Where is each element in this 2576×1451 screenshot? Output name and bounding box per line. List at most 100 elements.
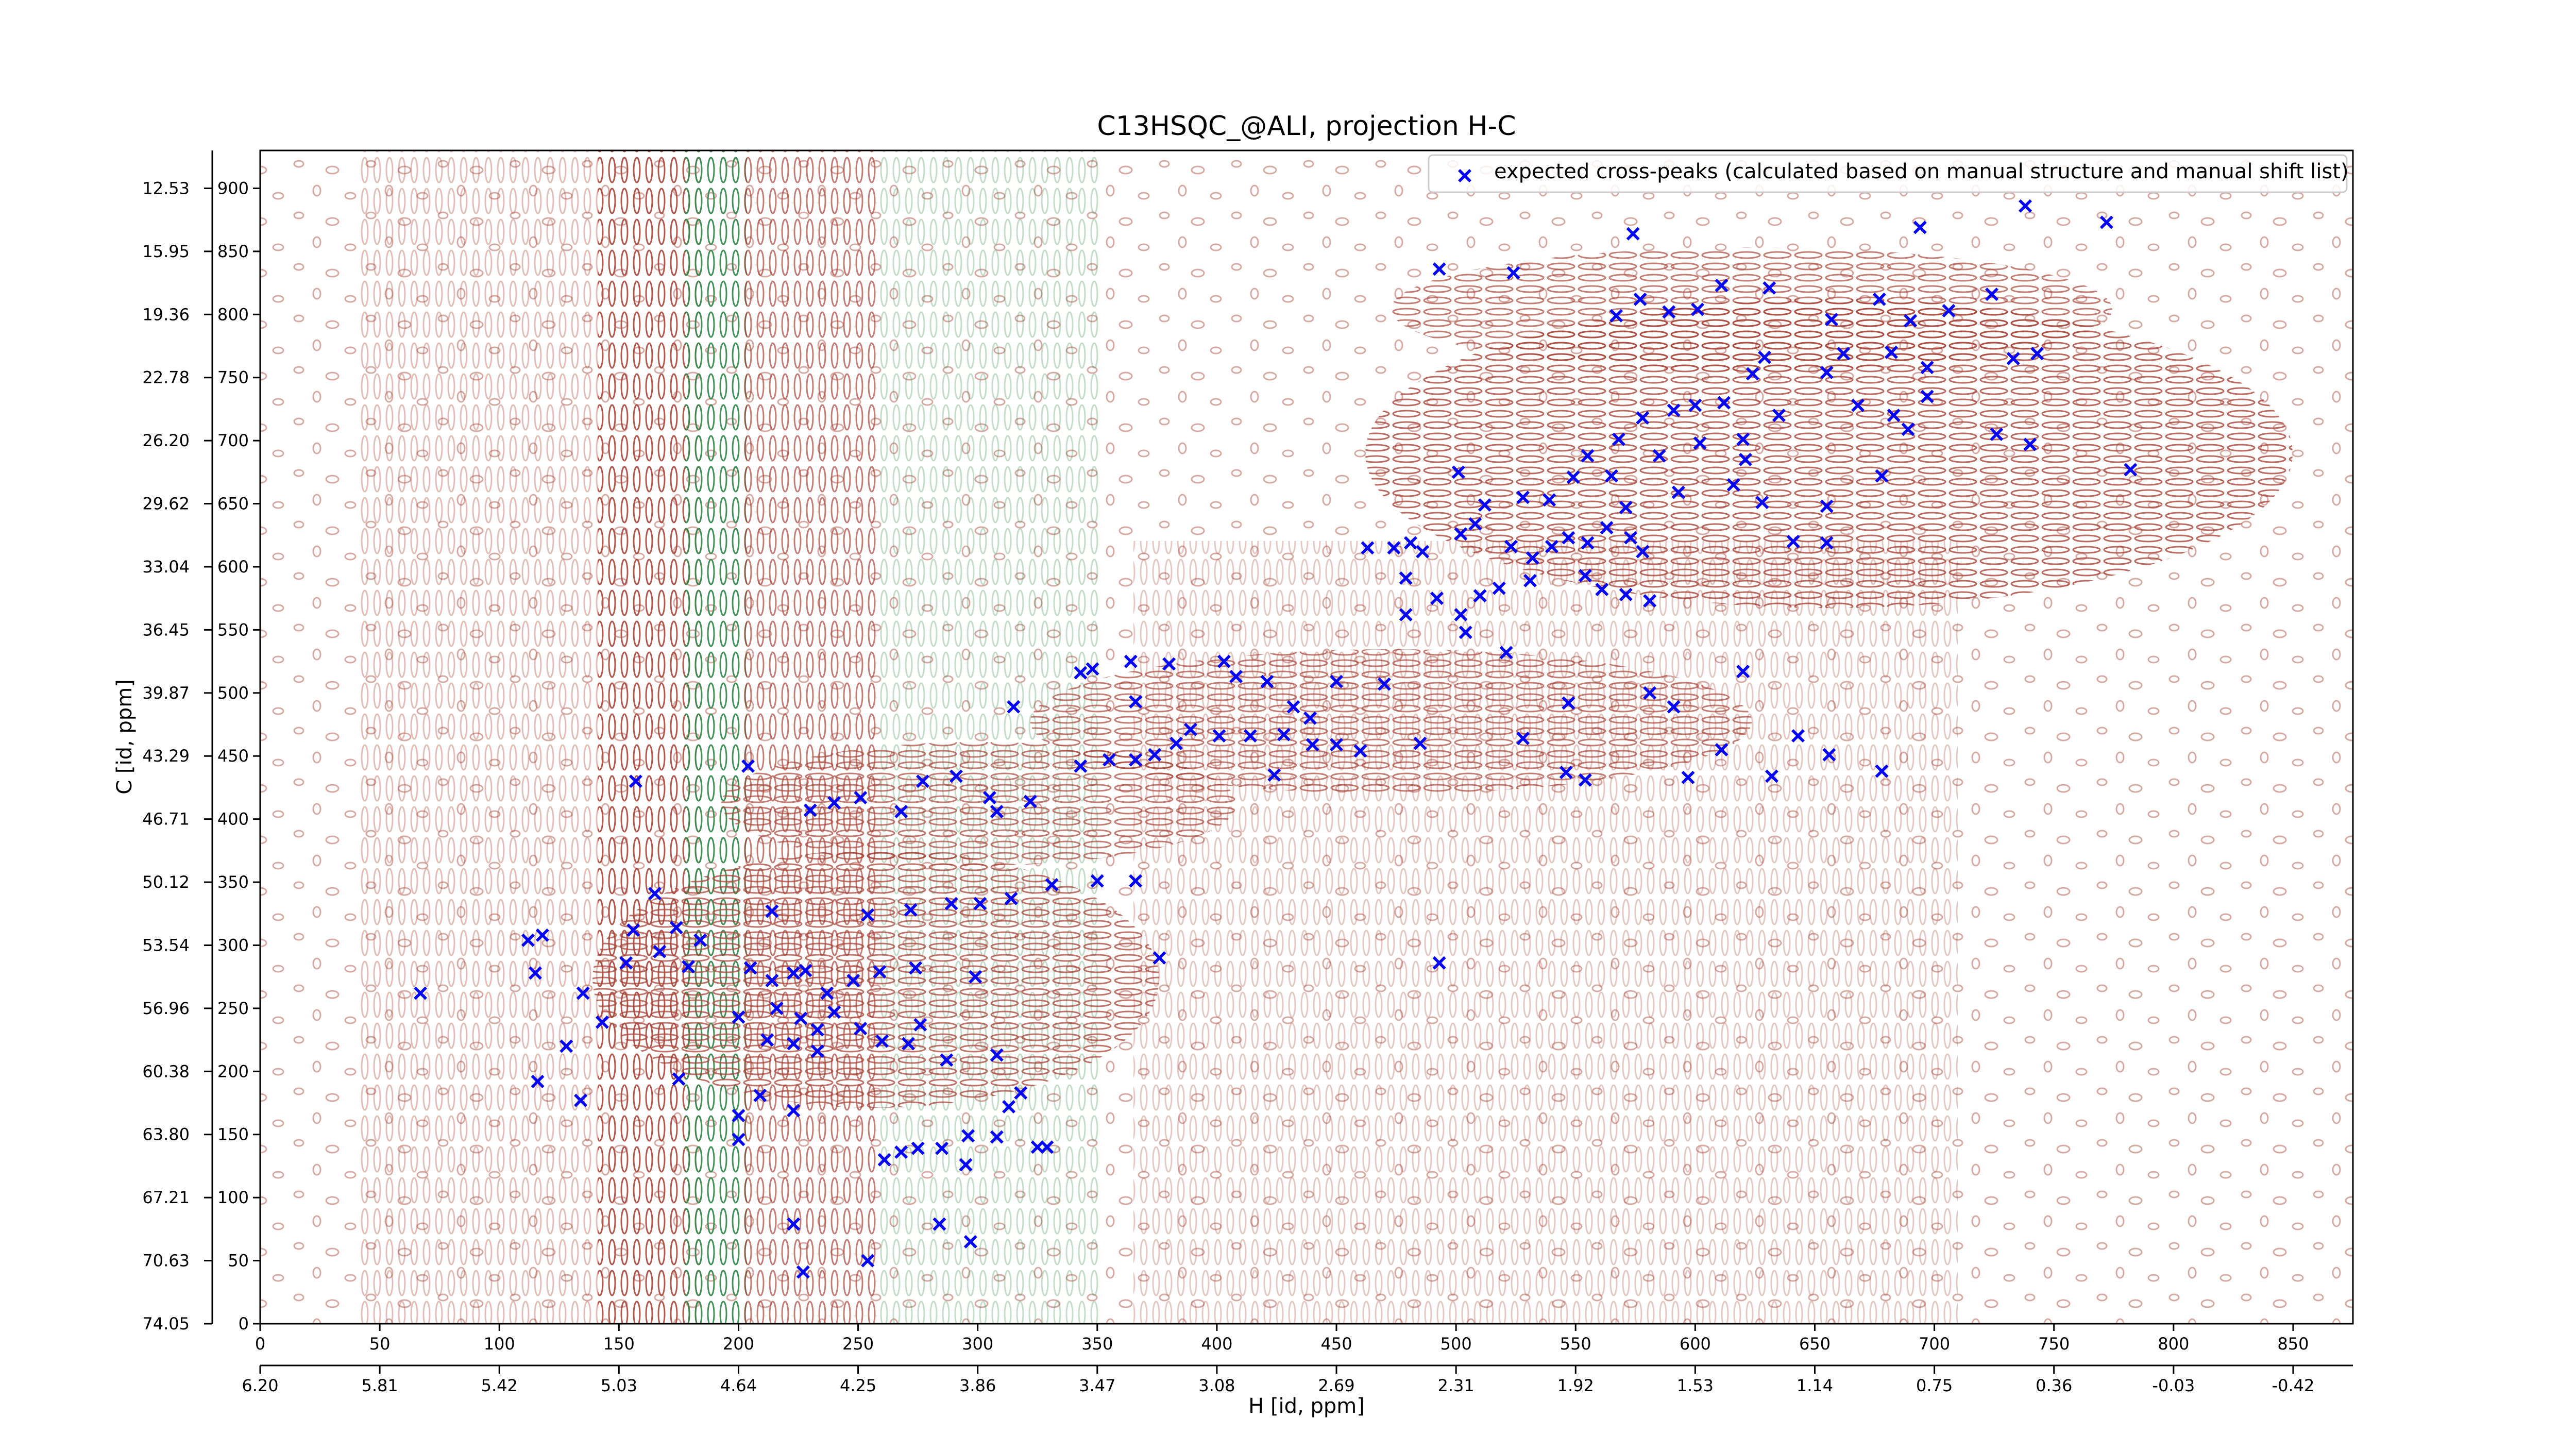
ppm-y-tick-label: 70.63 [142, 1251, 190, 1271]
cross-peak [760, 1033, 774, 1047]
peak-region [1365, 299, 2293, 608]
x-tick-label: 200 [723, 1334, 754, 1354]
y-tick-label: 850 [217, 242, 249, 261]
cross-peak [1772, 409, 1786, 423]
red-band [742, 150, 876, 1324]
cross-peak [1762, 281, 1776, 295]
cross-peak [1619, 587, 1633, 601]
x-tick-label: 650 [1799, 1334, 1831, 1354]
cross-peak [732, 1010, 745, 1024]
cross-peak [1090, 874, 1104, 888]
cross-peak [681, 960, 695, 974]
cross-peak [1416, 545, 1430, 559]
cross-peak [963, 1235, 977, 1248]
cross-peak [1124, 654, 1138, 668]
y-tick-label: 200 [217, 1061, 249, 1081]
cross-peak [1103, 753, 1116, 767]
cross-peak [1330, 674, 1344, 688]
cross-peak [1045, 878, 1059, 891]
cross-peak [1516, 731, 1530, 745]
y-tick-label: 50 [228, 1251, 249, 1271]
cross-peak [732, 1133, 745, 1146]
axes: 0 50 100 150 200 250 300 350 400 450 500 550 600 650 7… [142, 178, 2314, 1395]
cross-peak [1023, 795, 1037, 808]
cross-peak [1942, 303, 1956, 317]
cross-peak [1267, 768, 1281, 782]
legend: expected cross-peaks (calculated based o… [1428, 154, 2349, 193]
ppm-y-tick-label: 43.29 [142, 746, 190, 766]
ppm-y-tick-label: 26.20 [142, 431, 190, 450]
cross-peak [1492, 581, 1506, 595]
cross-peak [810, 1023, 824, 1037]
cross-peak [1820, 499, 1834, 513]
cross-peak [2099, 215, 2113, 229]
x-tick-label: 250 [842, 1334, 874, 1354]
cross-peak [1014, 1086, 1028, 1100]
ppm-x-tick-label: 5.03 [601, 1376, 637, 1395]
cross-peak [803, 803, 817, 817]
ppm-x-tick-label: 2.31 [1438, 1376, 1475, 1395]
cross-peak [1454, 608, 1468, 622]
ppm-x-tick-label: 2.69 [1318, 1376, 1354, 1395]
cross-peak [1636, 545, 1650, 559]
cross-peak [1212, 729, 1226, 743]
cross-peak [1183, 722, 1197, 736]
cross-peak [1543, 493, 1556, 507]
ppm-x-tick-label: 1.53 [1677, 1376, 1714, 1395]
cross-peak [672, 1072, 686, 1086]
cross-peak [904, 903, 918, 917]
cross-peak [1872, 292, 1886, 306]
cross-peak [1074, 666, 1088, 680]
cross-peak [1667, 403, 1681, 417]
ppm-y-tick-label: 60.38 [142, 1061, 190, 1081]
peak-region [1391, 247, 2112, 371]
cross-peak [528, 966, 542, 980]
cross-peak [595, 1015, 609, 1029]
cross-peak [1153, 951, 1166, 965]
cross-peak [1633, 292, 1647, 306]
y-tick-label: 150 [217, 1125, 249, 1144]
cross-peak [1562, 531, 1575, 545]
cross-peak [908, 961, 922, 975]
cross-peak [1074, 759, 1088, 773]
ppm-x-tick-label: 3.08 [1198, 1376, 1235, 1395]
cross-peak [861, 908, 875, 922]
cross-peak [1745, 367, 1759, 381]
ppm-x-tick-label: 4.64 [720, 1376, 757, 1395]
ppm-x-tick-label: 1.14 [1797, 1376, 1833, 1395]
cross-peak [935, 1141, 949, 1155]
cross-peak [619, 956, 633, 970]
cross-peak [787, 1037, 801, 1051]
cross-peak [1277, 728, 1291, 741]
cross-peak [875, 1034, 889, 1048]
cross-peak [1693, 436, 1707, 450]
ppm-y-tick-label: 33.04 [142, 557, 190, 577]
cross-peak [1595, 583, 1609, 597]
cross-peak [1691, 302, 1705, 316]
cross-peak [949, 769, 963, 783]
cross-peak [894, 1145, 908, 1159]
ppm-y-tick-label: 36.45 [142, 620, 190, 639]
cross-peak [1303, 711, 1317, 725]
x-tick-label: 700 [1919, 1334, 1950, 1354]
cross-peak [944, 897, 958, 910]
y-tick-label: 350 [217, 872, 249, 892]
cross-peak [1030, 1140, 1044, 1154]
ppm-x-tick-label: 1.92 [1557, 1376, 1594, 1395]
ppm-y-tick-label: 39.87 [142, 683, 190, 703]
ppm-y-tick-label: 50.12 [142, 872, 190, 892]
x-tick-label: 550 [1560, 1334, 1591, 1354]
cross-peak [1559, 766, 1573, 780]
cross-peak [1904, 314, 1918, 328]
cross-peak [1478, 498, 1492, 512]
cross-peak [861, 1254, 875, 1268]
cross-peak [990, 804, 1004, 818]
y-axis-label: C [id, ppm] [113, 679, 137, 795]
cross-peak [1851, 398, 1865, 412]
cross-peak [669, 921, 683, 935]
cross-peak [1545, 539, 1558, 553]
y-tick-label: 450 [217, 746, 249, 766]
cross-peak [1330, 738, 1344, 752]
cross-peak [1468, 517, 1482, 531]
